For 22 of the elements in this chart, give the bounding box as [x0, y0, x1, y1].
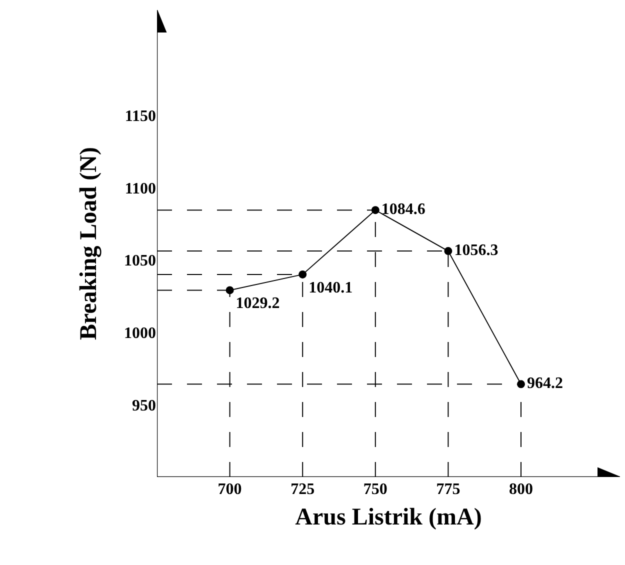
data-label: 1029.2: [236, 295, 280, 312]
x-tick-label: 750: [363, 481, 388, 498]
x-tick-label: 700: [218, 481, 242, 498]
x-tick-label: 800: [508, 481, 533, 498]
y-tick-label: 950: [132, 397, 156, 414]
point: [371, 206, 380, 214]
y-tick-label: 1050: [124, 252, 156, 270]
x-axis-title: Arus Listrik (mA): [295, 504, 482, 530]
x-tick-label: 725: [290, 481, 315, 498]
point: [298, 270, 307, 278]
y-tick-label: 1000: [124, 325, 156, 342]
point: [226, 286, 234, 294]
data-label: 1056.3: [454, 242, 498, 260]
data-label: 1084.6: [381, 201, 426, 218]
x-tick-label: 775: [436, 481, 460, 498]
y-tick-label: 1150: [124, 108, 156, 126]
data-label: 1040.1: [308, 279, 353, 296]
y-tick-label: 1100: [124, 180, 156, 198]
point: [516, 380, 525, 388]
point: [444, 247, 452, 256]
y-axis-title: Breaking Load (N): [76, 147, 102, 340]
data-label: 964.2: [526, 375, 563, 392]
